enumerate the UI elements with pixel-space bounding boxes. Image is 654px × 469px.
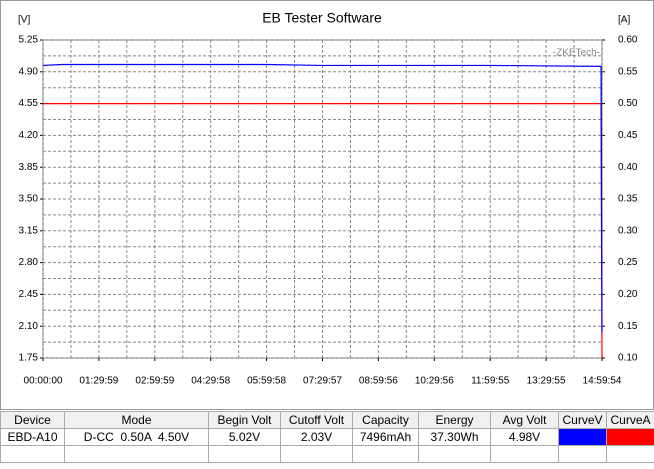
table-row: Device Mode Begin Volt Cutoff Volt Capacity E… (0, 411, 654, 429)
x-tick-label: 05:59:58 (247, 376, 286, 387)
y2-tick-label: 0.35 (618, 194, 638, 205)
y-tick-label: 4.55 (19, 98, 39, 109)
table-cell: 4.98V (490, 428, 559, 446)
header-cell: Mode (64, 411, 209, 429)
header-cell: Capacity (352, 411, 419, 429)
header-cell: Cutoff Volt (280, 411, 353, 429)
x-tick-label: 13:29:55 (527, 376, 566, 387)
y2-tick-label: 0.45 (618, 130, 638, 141)
table-cell: D-CC 0.50A 4.50V (64, 428, 209, 446)
header-cell: CurveA (606, 411, 654, 429)
curve-swatch (606, 428, 654, 446)
x-tick-label: 08:59:56 (359, 376, 398, 387)
y-tick-label: 4.20 (19, 130, 39, 141)
x-tick-label: 14:59:54 (583, 376, 622, 387)
y2-tick-label: 0.60 (618, 35, 638, 46)
y2-tick-label: 0.30 (618, 225, 638, 236)
curve-swatch (558, 428, 607, 446)
y2-tick-label: 0.20 (618, 289, 638, 300)
header-cell: Avg Volt (490, 411, 559, 429)
y2-axis-label: [A] (618, 15, 630, 26)
empty-cell (208, 445, 281, 463)
series-line (43, 103, 603, 359)
header-cell: Begin Volt (208, 411, 281, 429)
y-tick-label: 2.45 (19, 289, 39, 300)
header-cell: Energy (418, 411, 491, 429)
y2-tick-label: 0.50 (618, 98, 638, 109)
y-tick-label: 2.80 (19, 257, 39, 268)
annotation: -ZKETech- (553, 48, 600, 59)
table-row (0, 445, 654, 463)
header-cell: CurveV (558, 411, 607, 429)
y2-tick-label: 0.55 (618, 66, 638, 77)
y-tick-label: 5.25 (19, 35, 39, 46)
empty-cell (280, 445, 353, 463)
y-tick-label: 4.90 (19, 66, 39, 77)
table-cell: EBD-A10 (0, 428, 65, 446)
summary-table: Device Mode Begin Volt Cutoff Volt Capacity E… (0, 411, 654, 463)
empty-cell (418, 445, 491, 463)
y2-tick-label: 0.25 (618, 257, 638, 268)
empty-cell (558, 445, 607, 463)
y-tick-label: 3.15 (19, 225, 39, 236)
table-cell: 37.30Wh (418, 428, 491, 446)
x-tick-label: 01:29:59 (79, 376, 118, 387)
empty-cell (0, 445, 65, 463)
table-cell: 2.03V (280, 428, 353, 446)
y2-tick-label: 0.40 (618, 162, 638, 173)
empty-cell (352, 445, 419, 463)
chart: EB Tester Software [V] [A] 1.75 2.10 2.45 2… (0, 0, 654, 410)
empty-cell (490, 445, 559, 463)
x-tick-label: 11:59:55 (471, 376, 510, 387)
x-tick-label: 04:29:58 (191, 376, 230, 387)
x-tick-label: 02:59:59 (135, 376, 174, 387)
empty-cell (64, 445, 209, 463)
series-line (42, 63, 603, 333)
y-tick-label: 3.50 (19, 194, 39, 205)
x-tick-label: 00:00:00 (24, 376, 63, 387)
y2-tick-label: 0.10 (618, 353, 638, 364)
empty-cell (606, 445, 654, 463)
y-tick-label: 1.75 (19, 353, 39, 364)
chart-title: EB Tester Software (262, 10, 382, 26)
y-axis-label: [V] (18, 15, 30, 26)
table-cell: 7496mAh (352, 428, 419, 446)
x-tick-label: 07:29:57 (303, 376, 342, 387)
header-cell: Device (0, 411, 65, 429)
y2-tick-label: 0.15 (618, 321, 638, 332)
y-tick-label: 2.10 (19, 321, 39, 332)
x-tick-label: 10:29:56 (415, 376, 454, 387)
table-row: EBD-A10 D-CC 0.50A 4.50V 5.02V 2.03V 7496mAh… (0, 428, 654, 446)
table-cell: 5.02V (208, 428, 281, 446)
y-tick-label: 3.85 (19, 162, 39, 173)
